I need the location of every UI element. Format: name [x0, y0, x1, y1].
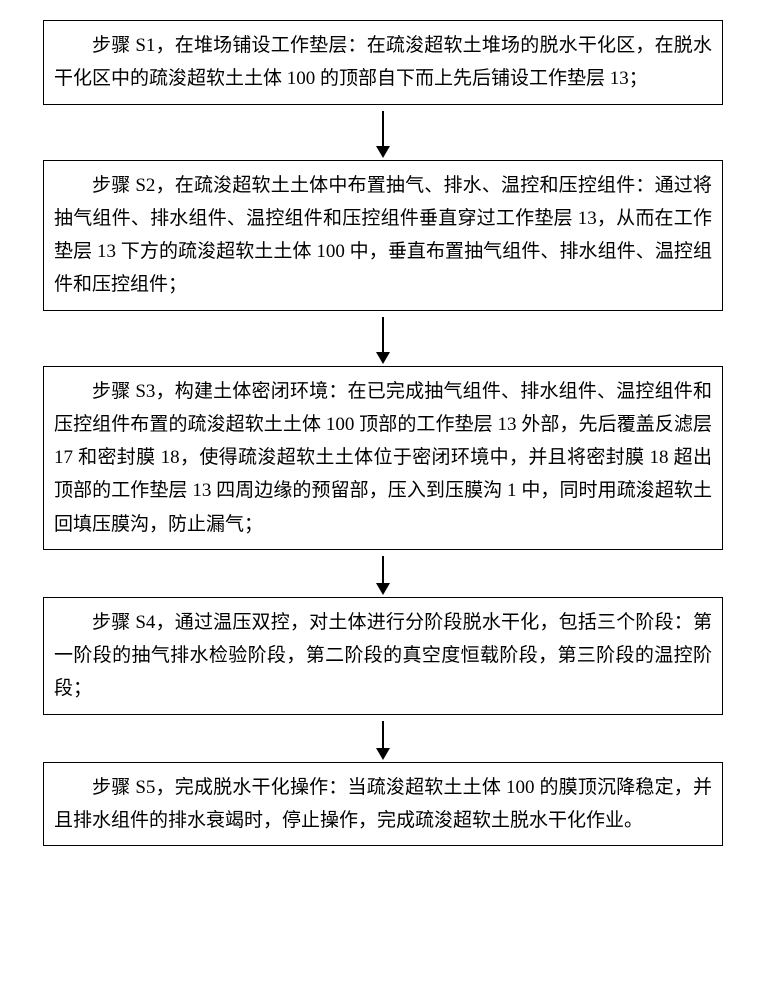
flowchart: 步骤 S1，在堆场铺设工作垫层：在疏浚超软土堆场的脱水干化区，在脱水干化区中的疏… [30, 20, 736, 846]
step-box-s3: 步骤 S3，构建土体密闭环境：在已完成抽气组件、排水组件、温控组件和压控组件布置… [43, 366, 723, 550]
step-box-s5: 步骤 S5，完成脱水干化操作：当疏浚超软土土体 100 的膜顶沉降稳定，并且排水… [43, 762, 723, 847]
step-text-s5: 步骤 S5，完成脱水干化操作：当疏浚超软土土体 100 的膜顶沉降稳定，并且排水… [54, 771, 712, 838]
step-box-s1: 步骤 S1，在堆场铺设工作垫层：在疏浚超软土堆场的脱水干化区，在脱水干化区中的疏… [43, 20, 723, 105]
arrow-s1-s2 [376, 111, 390, 158]
step-text-s3: 步骤 S3，构建土体密闭环境：在已完成抽气组件、排水组件、温控组件和压控组件布置… [54, 375, 712, 541]
step-text-s2: 步骤 S2，在疏浚超软土土体中布置抽气、排水、温控和压控组件：通过将抽气组件、排… [54, 169, 712, 302]
step-text-s4: 步骤 S4，通过温压双控，对土体进行分阶段脱水干化，包括三个阶段：第一阶段的抽气… [54, 606, 712, 706]
arrow-s3-s4 [376, 556, 390, 595]
step-text-s1: 步骤 S1，在堆场铺设工作垫层：在疏浚超软土堆场的脱水干化区，在脱水干化区中的疏… [54, 29, 712, 96]
arrow-s4-s5 [376, 721, 390, 760]
arrow-s2-s3 [376, 317, 390, 364]
step-box-s4: 步骤 S4，通过温压双控，对土体进行分阶段脱水干化，包括三个阶段：第一阶段的抽气… [43, 597, 723, 715]
step-box-s2: 步骤 S2，在疏浚超软土土体中布置抽气、排水、温控和压控组件：通过将抽气组件、排… [43, 160, 723, 311]
